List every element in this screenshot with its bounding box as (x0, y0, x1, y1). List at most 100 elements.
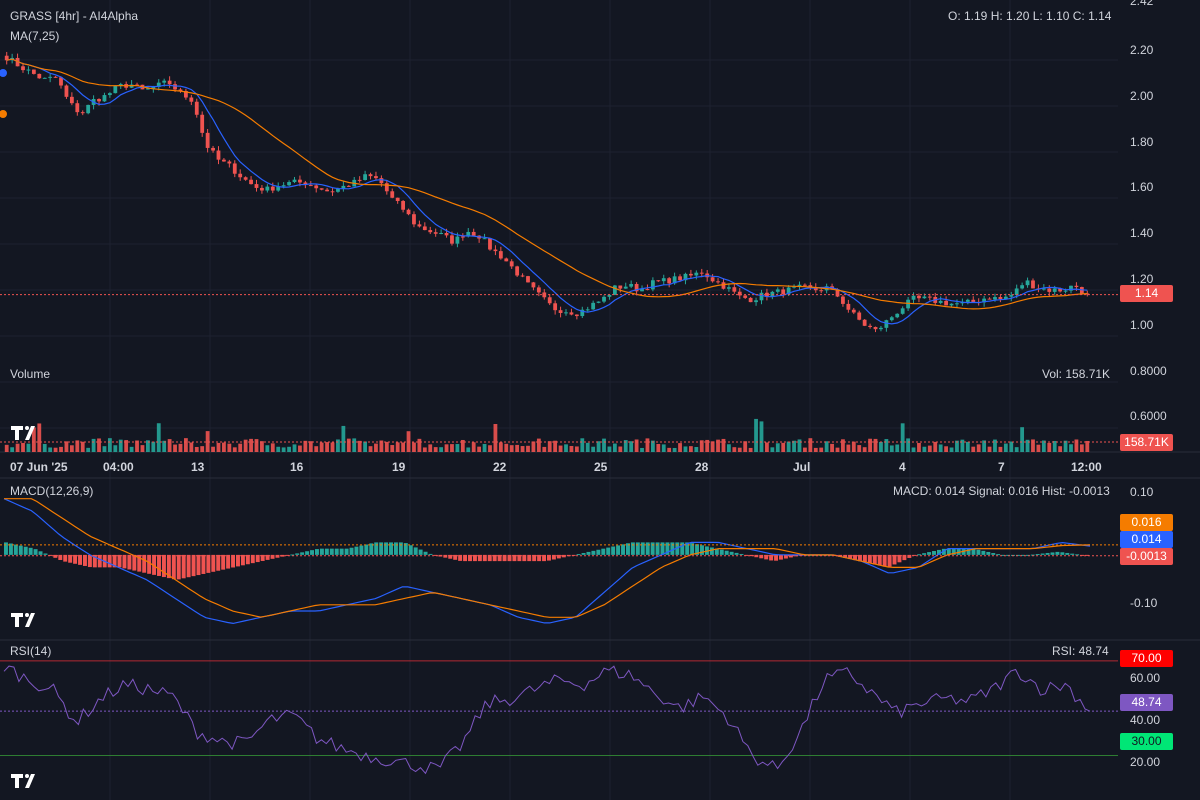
macd-hist-bar (4, 542, 8, 555)
volume-bar (1074, 439, 1079, 452)
volume-bar (53, 447, 58, 452)
volume-bar (917, 442, 921, 452)
macd-hist-bar (675, 542, 680, 555)
macd-signal-line (4, 498, 1091, 618)
macd-hist-bar (857, 554, 862, 562)
macd-hist-bar (1080, 554, 1085, 556)
volume-bar (602, 438, 606, 452)
volume-bar (10, 447, 15, 452)
volume-bar (460, 439, 465, 452)
macd-hist-bar (285, 554, 290, 556)
macd-hist-bar (152, 554, 157, 575)
candle-body (1069, 285, 1073, 291)
macd-hist-bar (453, 554, 458, 560)
candle-body (417, 224, 422, 227)
volume-bar (993, 439, 997, 452)
volume-bar (374, 443, 378, 452)
volume-bar (102, 446, 107, 452)
candle-body (580, 309, 585, 317)
volume-bar (232, 447, 237, 452)
macd-hist-bar (443, 554, 448, 558)
candle-body (803, 284, 807, 286)
volume-bar (1041, 440, 1046, 452)
volume-bar (1003, 443, 1008, 452)
macd-hist-bar (576, 554, 581, 556)
macd-hist-bar (606, 547, 611, 555)
macd-hist-bar (660, 542, 665, 555)
macd-hist-bar (477, 554, 482, 562)
macd-label[interactable]: MACD(12,26,9) (10, 484, 94, 498)
macd-hist-bar (458, 554, 463, 561)
volume-bar (851, 441, 856, 452)
candle-body (460, 236, 465, 238)
candle-body (222, 159, 226, 162)
macd-hist-bar (463, 554, 468, 562)
candle-body (303, 182, 308, 186)
macd-hist-bar (428, 553, 433, 555)
volume-bar (1063, 440, 1068, 452)
macd-hist-bar (853, 554, 858, 561)
macd-hist-bar (981, 550, 986, 555)
volume-bar (91, 438, 96, 452)
macd-hist-bar (1050, 552, 1055, 555)
time-axis-label: 28 (695, 460, 709, 474)
volume-bar (1085, 440, 1090, 452)
candle-body (227, 161, 232, 164)
candle-body (748, 297, 753, 303)
volume-bar (314, 446, 319, 452)
volume-bar (710, 441, 715, 452)
candle-body (48, 76, 53, 78)
macd-value-tag: 0.014 (1120, 531, 1173, 548)
macd-hist-bar (250, 554, 255, 564)
volume-bar (118, 439, 123, 452)
macd-hist-bar (122, 554, 127, 569)
candle-body (656, 280, 661, 282)
volume-bar (879, 441, 883, 452)
macd-hist-bar (23, 546, 28, 555)
candle-body (792, 286, 796, 288)
volume-bar (808, 438, 813, 452)
volume-bar (31, 427, 36, 452)
candle-body (205, 132, 210, 148)
macd-hist-bar (487, 554, 492, 562)
macd-hist-bar (522, 554, 527, 562)
macd-hist-bar (97, 554, 102, 568)
candle-body (173, 84, 177, 90)
volume-bar (466, 447, 471, 452)
candle-body (232, 163, 237, 174)
macd-hist-bar (176, 554, 181, 580)
candle-body (998, 297, 1003, 299)
volume-bar (585, 442, 590, 452)
rsi-label[interactable]: RSI(14) (10, 644, 52, 658)
ma-label[interactable]: MA(7,25) (10, 29, 60, 43)
macd-hist-bar (290, 554, 295, 556)
rsi-axis-label: 40.00 (1130, 713, 1161, 727)
candle-body (743, 295, 748, 298)
macd-hist-bar (359, 545, 364, 555)
volume-bar (1014, 447, 1019, 452)
macd-hist-bar (305, 551, 310, 555)
candle-body (732, 287, 737, 292)
volume-bar (667, 447, 672, 452)
candle-body (102, 95, 107, 102)
volume-bar (357, 440, 362, 452)
macd-hist-bar (310, 550, 315, 555)
volume-bar (276, 446, 281, 452)
volume-label[interactable]: Volume (10, 367, 51, 381)
macd-hist-bar (877, 554, 882, 566)
volume-bar (520, 446, 525, 452)
macd-hist-bar (917, 554, 922, 556)
volume-bar (976, 444, 981, 452)
candle-body (1014, 288, 1019, 296)
volume-bar (982, 440, 987, 452)
candle-body (439, 233, 444, 235)
volume-bar (129, 446, 134, 452)
macd-hist-bar (161, 554, 166, 578)
volume-bar (270, 443, 275, 452)
macd-axis-label: 0.10 (1130, 485, 1154, 499)
macd-hist-bar (581, 552, 586, 555)
volume-bar (650, 440, 655, 452)
candle-body (1009, 295, 1014, 297)
volume-bar (21, 442, 25, 452)
